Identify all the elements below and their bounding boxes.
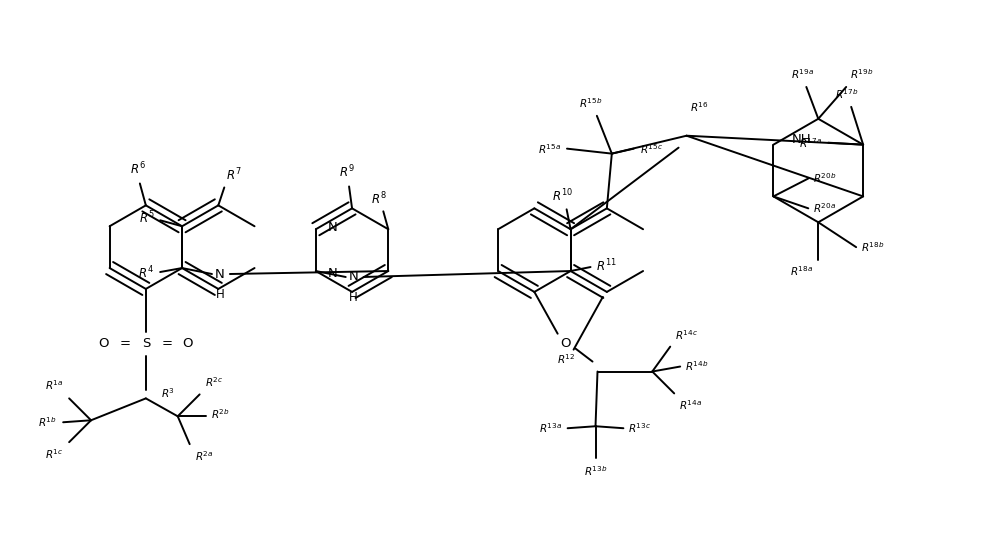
Text: N: N [215,268,225,280]
Text: $R^{18b}$: $R^{18b}$ [861,240,884,254]
Text: $R^{15c}$: $R^{15c}$ [639,142,662,156]
Text: N: N [328,221,338,233]
Text: $R^{20a}$: $R^{20a}$ [813,201,836,215]
Text: $R^{1c}$: $R^{1c}$ [45,447,63,461]
Text: $R^{15a}$: $R^{15a}$ [537,142,561,156]
Text: $R^{13a}$: $R^{13a}$ [539,421,562,435]
Text: $R^5$: $R^5$ [139,210,154,226]
Text: N: N [328,267,338,279]
Text: $R^{18a}$: $R^{18a}$ [790,264,813,278]
Text: $R^{11}$: $R^{11}$ [595,258,616,274]
Text: $R^{16}$: $R^{16}$ [689,100,708,114]
Text: $R^9$: $R^9$ [340,164,355,181]
Text: =: = [120,337,131,350]
Text: O: O [99,337,109,350]
Text: $R^{2c}$: $R^{2c}$ [205,375,223,389]
Text: $R^{15b}$: $R^{15b}$ [579,96,602,110]
Text: $R^8$: $R^8$ [371,191,387,208]
Text: S: S [142,337,150,350]
Text: O: O [183,337,193,350]
Text: =: = [161,337,172,350]
Text: N: N [349,270,359,284]
Text: H: H [216,288,225,301]
Text: O: O [560,337,570,350]
Text: $R^{14a}$: $R^{14a}$ [679,399,702,412]
Text: NH: NH [791,133,811,146]
Text: $R^{17a}$: $R^{17a}$ [799,136,822,150]
Text: $R^{10}$: $R^{10}$ [552,188,573,204]
Text: $R^{12}$: $R^{12}$ [557,353,575,367]
Text: $R^{13b}$: $R^{13b}$ [583,464,607,478]
Text: $R^{1b}$: $R^{1b}$ [38,415,57,429]
Text: H: H [350,291,358,304]
Text: $R^{17b}$: $R^{17b}$ [835,87,859,101]
Text: $R^{20b}$: $R^{20b}$ [813,172,837,185]
Text: $R^{19a}$: $R^{19a}$ [791,67,814,81]
Text: $R^{2a}$: $R^{2a}$ [195,449,213,463]
Text: $R^{14c}$: $R^{14c}$ [675,328,698,342]
Text: $R^{1a}$: $R^{1a}$ [45,379,63,392]
Text: $R^4$: $R^4$ [139,265,154,282]
Text: $R^{14b}$: $R^{14b}$ [685,360,708,374]
Text: $R^6$: $R^6$ [130,161,146,178]
Text: $R^{2b}$: $R^{2b}$ [211,407,230,421]
Text: $R^{19b}$: $R^{19b}$ [850,67,874,81]
Text: $R^3$: $R^3$ [161,386,175,400]
Text: $R^7$: $R^7$ [227,167,242,183]
Text: $R^{13c}$: $R^{13c}$ [628,421,651,435]
